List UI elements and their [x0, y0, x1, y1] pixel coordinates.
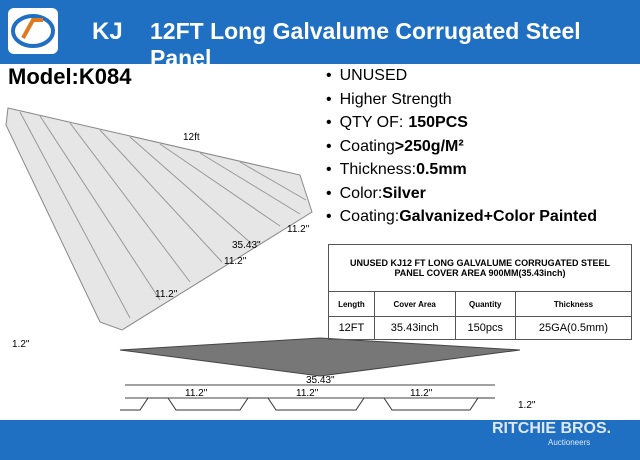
- logo: [8, 8, 58, 54]
- panel-pitch: 11.2": [155, 289, 178, 300]
- logo-icon: [11, 14, 55, 48]
- profile-pitch: 11.2": [410, 388, 433, 399]
- model: Model:K084: [8, 64, 132, 89]
- bullet-value: Galvanized+Color Painted: [399, 208, 598, 225]
- header-bar: [0, 0, 640, 64]
- bullet-label: Thickness:: [339, 161, 417, 178]
- panel-height: 1.2": [12, 339, 30, 350]
- header-title: 12FT Long Galvalume Corrugated Steel Pan…: [150, 18, 581, 71]
- bullet-label: QTY OF:: [339, 114, 404, 131]
- profile-pitch: 11.2": [296, 388, 319, 399]
- panel-pitch: 11.2": [287, 224, 310, 235]
- table-header: Quantity: [454, 291, 516, 317]
- profile-height: 1.2": [518, 400, 536, 411]
- bullet-list: UNUSEDHigher StrengthQTY OF:150PCSCoatin…: [326, 64, 597, 229]
- bullet-value: 150PCS: [408, 114, 468, 131]
- bullet-value: >250g/M²: [394, 137, 464, 155]
- profile-pitch: 11.2": [185, 388, 208, 399]
- bullet-value: 0.5mm: [416, 161, 467, 178]
- bullet-label: UNUSED: [339, 67, 408, 84]
- bullet: Color:Silver: [326, 182, 597, 206]
- bullet: QTY OF:150PCS: [326, 111, 597, 135]
- spec-table: UNUSED KJ12 FT LONG GALVALUME CORRUGATED…: [328, 244, 633, 340]
- header-brand: KJ: [92, 18, 123, 45]
- bullet-label: Color:: [339, 184, 383, 202]
- panel-width: 35.43": [232, 240, 261, 251]
- watermark-sub: Auctioneers: [548, 438, 591, 447]
- bullet-label: Coating: [339, 137, 395, 155]
- panel-length: 12ft: [183, 132, 200, 143]
- table-header: Cover Area: [373, 291, 456, 317]
- table-cell: 150pcs: [454, 316, 516, 340]
- panel-pitch: 11.2": [224, 256, 247, 267]
- table-title: UNUSED KJ12 FT LONG GALVALUME CORRUGATED…: [328, 244, 632, 292]
- footer-bar: [0, 420, 640, 460]
- bullet: Coating:Galvanized+Color Painted: [326, 205, 597, 229]
- bullet: UNUSED: [326, 64, 597, 88]
- table-cell: 25GA(0.5mm): [514, 316, 633, 340]
- table-cell: 12FT: [328, 316, 375, 340]
- bullet: Coating>250g/M²: [326, 135, 597, 159]
- profile-width: 35.43": [306, 375, 335, 386]
- bullet-value: Silver: [382, 184, 426, 202]
- table-cell: 35.43inch: [373, 316, 456, 340]
- bullet: Thickness:0.5mm: [326, 158, 597, 182]
- bullet: Higher Strength: [326, 88, 597, 112]
- table-header: Length: [328, 291, 375, 317]
- watermark: RITCHIE BROS.: [492, 420, 612, 437]
- bullet-label: Higher Strength: [339, 90, 452, 108]
- table-header: Thickness: [514, 291, 633, 317]
- drawings: 12ft 35.43" 11.2" 11.2" 11.2" 1.2" 35.43…: [5, 107, 536, 411]
- bullet-label: Coating:: [339, 208, 400, 225]
